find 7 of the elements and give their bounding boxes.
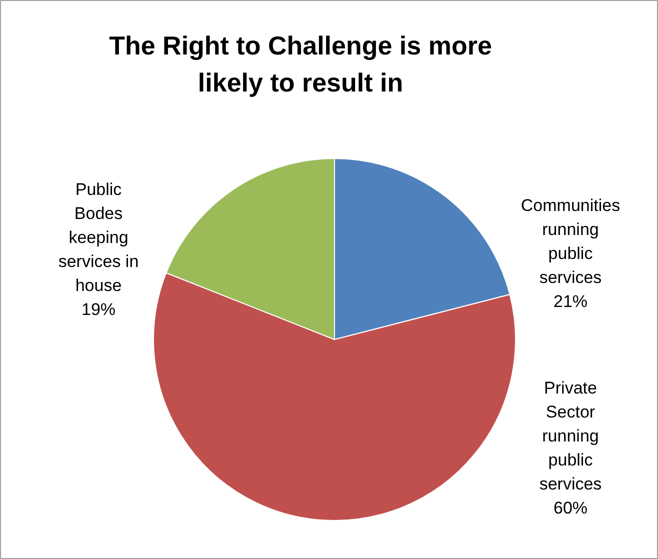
chart-title: The Right to Challenge is more likely to result in [109,30,492,98]
data-label: 60% [553,498,588,518]
slice-label: Public Bodes keeping services in house [58,180,139,296]
data-label: 21% [553,292,588,312]
slice-label: Private Sector running public services [539,378,602,494]
slice-label: Communities running public services [520,196,620,288]
data-label: 19% [81,300,116,320]
